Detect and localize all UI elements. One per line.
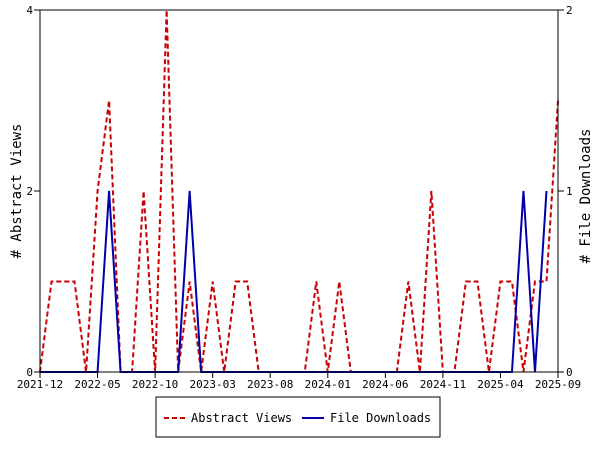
legend-box (155, 396, 441, 438)
y-right-tick-label: 2 (566, 4, 573, 17)
y-left-tick-label: 2 (26, 185, 33, 198)
x-tick-label: 2024-06 (362, 378, 408, 391)
x-tick-label: 2022-05 (74, 378, 120, 391)
y-right-tick-label: 0 (566, 366, 573, 379)
y-left-tick-label: 4 (26, 4, 33, 17)
legend-label-file-downloads: File Downloads (330, 411, 431, 425)
legend-label-abstract-views: Abstract Views (191, 411, 292, 425)
x-tick-label: 2025-09 (535, 378, 581, 391)
plot-lines (39, 9, 559, 373)
x-tick-label: 2025-04 (477, 378, 524, 391)
axes: 0 2 4 0 1 2 2021-12 2022-05 2022-10 2023-03 2023-0… (17, 4, 581, 391)
x-tick-label: 2022-10 (132, 378, 178, 391)
y-left-tick-label: 0 (26, 366, 33, 379)
x-tick-label: 2023-08 (247, 378, 293, 391)
x-tick-label: 2023-03 (189, 378, 235, 391)
legend: Abstract Views File Downloads (155, 396, 441, 438)
x-tick-label: 2021-12 (17, 378, 63, 391)
x-tick-label: 2024-11 (420, 378, 466, 391)
y-axis-right-title: # File Downloads (578, 129, 594, 264)
y-right-tick-label: 1 (566, 185, 573, 198)
y-axis-left-title: # Abstract Views (9, 124, 25, 259)
x-tick-label: 2024-01 (305, 378, 351, 391)
